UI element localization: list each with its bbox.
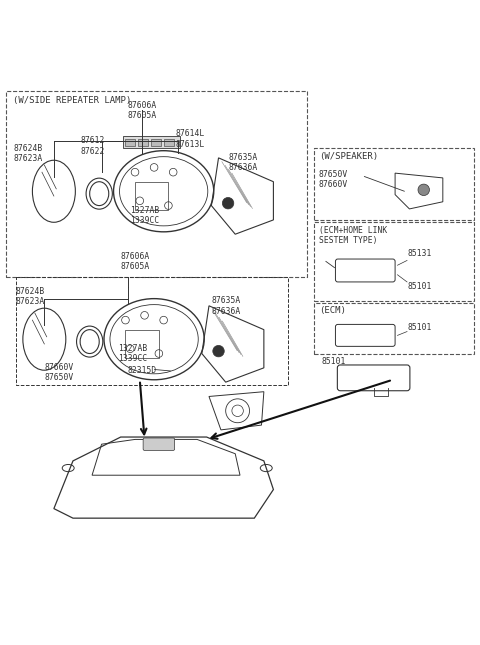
Circle shape <box>213 346 224 357</box>
Text: (ECM+HOME LINK
SESTEM TYPE): (ECM+HOME LINK SESTEM TYPE) <box>319 226 387 245</box>
Text: 87614L
87613L: 87614L 87613L <box>176 129 205 148</box>
Text: 87650V
87660V: 87650V 87660V <box>319 170 348 189</box>
Text: 85101: 85101 <box>407 322 432 332</box>
Text: 87635A
87636A: 87635A 87636A <box>211 296 240 315</box>
Text: 1327AB
1339CC: 1327AB 1339CC <box>118 344 147 363</box>
Circle shape <box>418 184 430 195</box>
Text: (W/SPEAKER): (W/SPEAKER) <box>319 152 378 161</box>
Text: 85101: 85101 <box>407 282 432 291</box>
Text: 87606A
87605A: 87606A 87605A <box>128 101 157 120</box>
Text: 87624B
87623A: 87624B 87623A <box>16 287 45 306</box>
Text: 87612
87622: 87612 87622 <box>80 136 105 156</box>
Text: 87635A
87636A: 87635A 87636A <box>228 153 257 172</box>
FancyBboxPatch shape <box>143 438 175 450</box>
FancyBboxPatch shape <box>125 139 135 146</box>
Text: 1327AB
1339CC: 1327AB 1339CC <box>130 206 159 225</box>
Text: 85101: 85101 <box>321 357 346 366</box>
Text: (W/SIDE REPEATER LAMP): (W/SIDE REPEATER LAMP) <box>13 96 132 105</box>
Text: 87624B
87623A: 87624B 87623A <box>13 144 43 163</box>
Circle shape <box>222 197 234 209</box>
FancyBboxPatch shape <box>151 139 161 146</box>
Text: 87660V
87650V: 87660V 87650V <box>44 363 73 382</box>
FancyBboxPatch shape <box>123 136 180 148</box>
FancyBboxPatch shape <box>138 139 148 146</box>
Text: 87606A
87605A: 87606A 87605A <box>120 252 150 271</box>
Text: 85131: 85131 <box>407 249 432 258</box>
Text: 82315D: 82315D <box>128 366 157 375</box>
Text: (ECM): (ECM) <box>319 306 346 315</box>
FancyBboxPatch shape <box>164 139 174 146</box>
